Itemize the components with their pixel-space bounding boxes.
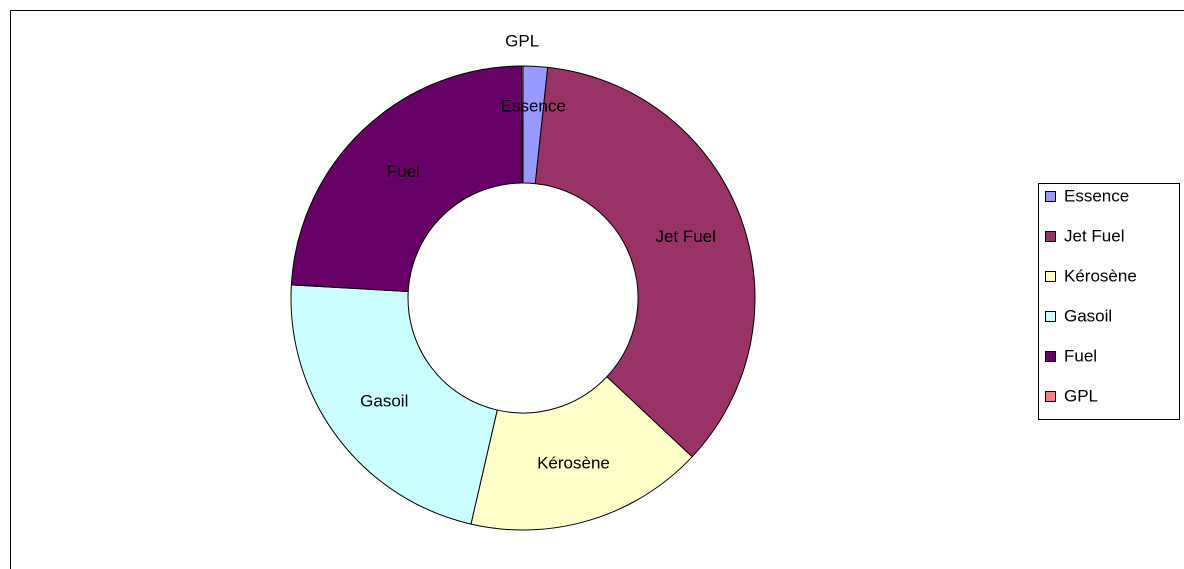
donut-slice	[290, 65, 523, 293]
donut-slice	[521, 65, 524, 184]
legend-label: Fuel	[1064, 346, 1097, 365]
slice-label: GPL	[505, 31, 539, 50]
slice-label: Gasoil	[360, 392, 408, 411]
legend-label: Kérosène	[1064, 266, 1137, 285]
legend-swatch	[1045, 271, 1056, 282]
slice-label: Essence	[501, 96, 566, 115]
legend-swatch	[1045, 351, 1056, 362]
legend-label: Gasoil	[1064, 306, 1112, 325]
slice-label: Fuel	[387, 162, 420, 181]
legend-swatch	[1045, 311, 1056, 322]
slice-label: Kérosène	[537, 453, 610, 472]
donut-slice	[290, 284, 498, 525]
legend-label: GPL	[1064, 386, 1098, 405]
donut-slice	[470, 376, 693, 531]
legend-box	[1038, 183, 1180, 420]
legend-label: Jet Fuel	[1064, 226, 1124, 245]
donut-slice	[534, 66, 756, 458]
legend-swatch	[1045, 191, 1056, 202]
legend-swatch	[1045, 391, 1056, 402]
slice-label: Jet Fuel	[655, 227, 715, 246]
legend-swatch	[1045, 231, 1056, 242]
legend-label: Essence	[1064, 186, 1129, 205]
